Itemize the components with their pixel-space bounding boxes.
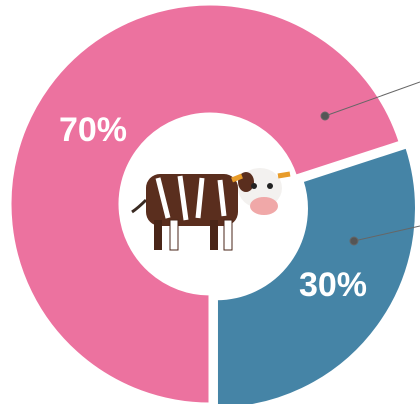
donut-slice bbox=[8, 2, 403, 404]
cow-icon bbox=[131, 168, 291, 251]
donut-slice bbox=[214, 145, 418, 404]
leader-dot bbox=[349, 236, 359, 246]
leader-lines bbox=[320, 81, 420, 246]
leader-dot bbox=[320, 111, 330, 121]
value-label: 70% bbox=[59, 111, 127, 149]
leader-line bbox=[324, 81, 420, 117]
leader-line bbox=[353, 225, 420, 242]
value-label: 30% bbox=[299, 266, 367, 304]
slices bbox=[8, 2, 418, 404]
